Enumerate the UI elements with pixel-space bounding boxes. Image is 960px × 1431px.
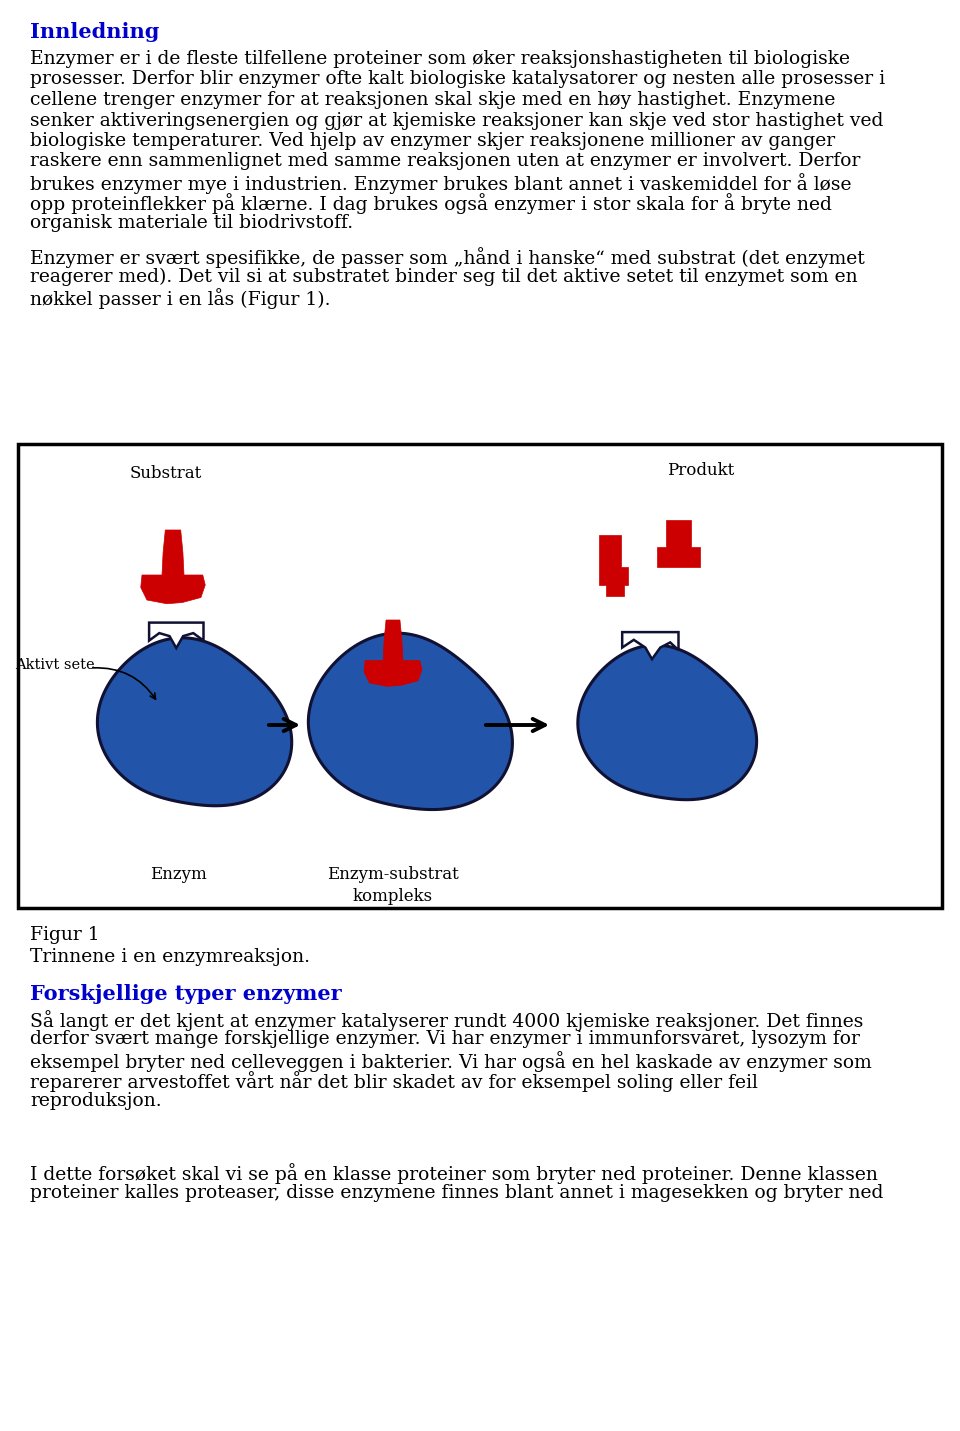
Text: Substrat: Substrat (130, 465, 203, 482)
Text: Forskjellige typer enzymer: Forskjellige typer enzymer (30, 985, 342, 1005)
Text: eksempel bryter ned celleveggen i bakterier. Vi har også en hel kaskade av enzym: eksempel bryter ned celleveggen i bakter… (30, 1050, 872, 1072)
Text: Figur 1: Figur 1 (30, 926, 100, 944)
Text: I dette forsøket skal vi se på en klasse proteiner som bryter ned proteiner. Den: I dette forsøket skal vi se på en klasse… (30, 1163, 877, 1183)
Text: opp proteinflekker på klærne. I dag brukes også enzymer i stor skala for å bryte: opp proteinflekker på klærne. I dag bruk… (30, 193, 832, 215)
Text: organisk materiale til biodrivstoff.: organisk materiale til biodrivstoff. (30, 215, 353, 232)
Text: derfor svært mange forskjellige enzymer. Vi har enzymer i immunforsvaret, lysozy: derfor svært mange forskjellige enzymer.… (30, 1030, 860, 1049)
Text: reagerer med). Det vil si at substratet binder seg til det aktive setet til enzy: reagerer med). Det vil si at substratet … (30, 268, 857, 286)
Text: biologiske temperaturer. Ved hjelp av enzymer skjer reaksjonene millioner av gan: biologiske temperaturer. Ved hjelp av en… (30, 132, 835, 150)
Text: prosesser. Derfor blir enzymer ofte kalt biologiske katalysatorer og nesten alle: prosesser. Derfor blir enzymer ofte kalt… (30, 70, 885, 89)
Polygon shape (364, 620, 422, 687)
Polygon shape (97, 638, 292, 806)
Text: Aktivt sete: Aktivt sete (15, 658, 95, 673)
Polygon shape (578, 645, 756, 800)
Polygon shape (308, 633, 513, 810)
Text: reparerer arvestoffet vårt når det blir skadet av for eksempel soling eller feil: reparerer arvestoffet vårt når det blir … (30, 1072, 757, 1092)
Text: nøkkel passer i en lås (Figur 1).: nøkkel passer i en lås (Figur 1). (30, 288, 330, 309)
Text: Enzymer er i de fleste tilfellene proteiner som øker reaksjonshastigheten til bi: Enzymer er i de fleste tilfellene protei… (30, 50, 850, 69)
Text: Så langt er det kjent at enzymer katalyserer rundt 4000 kjemiske reaksjoner. Det: Så langt er det kjent at enzymer katalys… (30, 1010, 863, 1030)
Text: proteiner kalles proteaser, disse enzymene finnes blant annet i magesekken og br: proteiner kalles proteaser, disse enzyme… (30, 1183, 883, 1202)
Text: Produkt: Produkt (667, 462, 734, 479)
Text: Enzym: Enzym (150, 866, 206, 883)
Text: reproduksjon.: reproduksjon. (30, 1092, 161, 1110)
Text: Enzymer er svært spesifikke, de passer som „hånd i hanske“ med substrat (det enz: Enzymer er svært spesifikke, de passer s… (30, 248, 865, 268)
Polygon shape (657, 519, 700, 567)
Text: Innledning: Innledning (30, 21, 159, 41)
Text: Trinnene i en enzymreaksjon.: Trinnene i en enzymreaksjon. (30, 947, 310, 966)
Text: Enzym-substrat
kompleks: Enzym-substrat kompleks (327, 866, 459, 906)
Text: cellene trenger enzymer for at reaksjonen skal skje med en høy hastighet. Enzyme: cellene trenger enzymer for at reaksjone… (30, 92, 835, 109)
Polygon shape (141, 529, 205, 604)
Text: brukes enzymer mye i industrien. Enzymer brukes blant annet i vaskemiddel for å : brukes enzymer mye i industrien. Enzymer… (30, 173, 852, 195)
Text: raskere enn sammenlignet med samme reaksjonen uten at enzymer er involvert. Derf: raskere enn sammenlignet med samme reaks… (30, 153, 860, 170)
Bar (18, 444, 942, 909)
Polygon shape (622, 633, 679, 660)
Text: senker aktiveringsenergien og gjør at kjemiske reaksjoner kan skje ved stor hast: senker aktiveringsenergien og gjør at kj… (30, 112, 883, 129)
Polygon shape (149, 622, 204, 648)
Polygon shape (599, 535, 628, 597)
